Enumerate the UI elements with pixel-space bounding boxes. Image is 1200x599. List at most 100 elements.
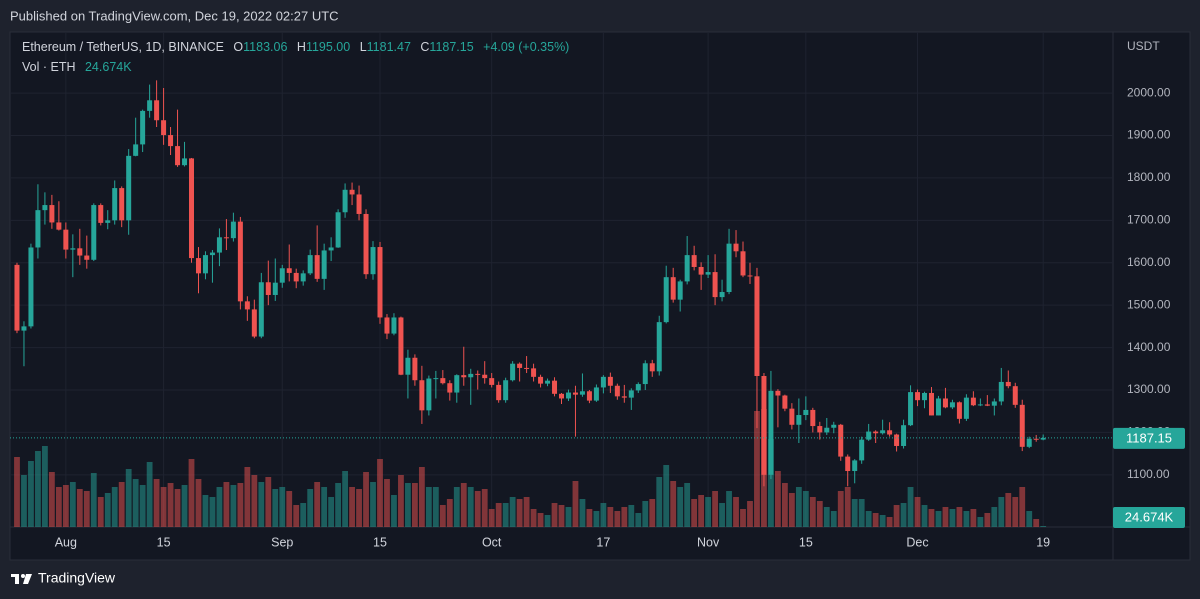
volume-bar [691, 499, 698, 527]
brand-logo [11, 574, 32, 584]
candle-body [684, 255, 690, 282]
y-tick-label: 1900.00 [1127, 128, 1171, 142]
volume-bar [907, 487, 914, 527]
candle-body [740, 251, 746, 276]
published-note: Published on TradingView.com, Dec 19, 20… [10, 8, 339, 23]
candle-body [887, 430, 893, 435]
candle-body [300, 273, 306, 282]
candle-body [824, 427, 830, 433]
candle-body [503, 380, 509, 401]
volume-bar [872, 513, 879, 527]
candle-body [838, 424, 844, 457]
candle-body [98, 205, 104, 223]
volume-bar [802, 491, 809, 527]
legend-key: H [297, 40, 306, 54]
candle-body [468, 373, 474, 378]
volume-bar [356, 489, 362, 527]
candle-body [559, 393, 564, 399]
volume-bar [1040, 526, 1047, 527]
volume-bar [62, 485, 69, 527]
volume-bar [495, 503, 502, 527]
candle-body [970, 397, 976, 406]
volume-bar [628, 505, 635, 527]
chart-panel [9, 31, 1191, 561]
volume-bar [111, 487, 118, 527]
volume-bar [523, 497, 530, 527]
candle-body [928, 392, 934, 416]
y-tick-label: 1100.00 [1127, 467, 1170, 481]
volume-bar [146, 462, 153, 527]
volume-bar [118, 482, 125, 527]
volume-bar [328, 497, 335, 527]
volume-bar [788, 493, 795, 527]
candle-body [901, 425, 907, 446]
volume-bar [823, 507, 830, 527]
candle-body [873, 431, 879, 434]
volume-bar [775, 471, 781, 527]
volume-bar [55, 487, 62, 527]
axes: 1100.001200.001300.001400.001500.001600.… [10, 85, 1185, 549]
candle-body [454, 375, 460, 393]
candle-body [670, 277, 676, 300]
candle-body [91, 205, 97, 260]
candle-body [859, 439, 865, 461]
volume-bar [48, 472, 55, 527]
candle-body [258, 282, 264, 337]
candle-body [817, 426, 823, 433]
candle-body [433, 378, 439, 380]
legend-value: 1183.06 [243, 40, 287, 54]
candle-body [279, 268, 285, 283]
candle-body [377, 247, 383, 318]
candle-body [768, 390, 774, 475]
candle-body [63, 229, 69, 250]
x-tick-label: 15 [799, 535, 813, 549]
volume-bar [586, 509, 593, 527]
candle-body [796, 415, 802, 425]
legend-key: O [233, 40, 243, 54]
volume-legend: Vol · ETH 24.674K [22, 60, 132, 74]
candle-body [949, 402, 955, 408]
x-tick-label: 19 [1036, 535, 1050, 549]
volume-bar [237, 483, 244, 527]
x-tick-label: 15 [157, 535, 171, 549]
volume-bar [28, 461, 34, 527]
legend-value: 1187.15 [429, 40, 473, 54]
candle-body [754, 276, 760, 376]
volume-bar [153, 479, 160, 527]
candle-body [922, 392, 928, 401]
volume-bar [844, 487, 851, 527]
volume-bar [816, 501, 823, 527]
volume-bar [740, 509, 746, 527]
volume-bar [467, 487, 474, 527]
volume-bar [991, 507, 998, 527]
candle-body [272, 282, 278, 295]
volume-bar [370, 482, 376, 527]
volume-bar [244, 467, 251, 527]
volume-bar [258, 482, 265, 527]
y-tick-label: 1400.00 [1127, 340, 1171, 354]
candle-body [593, 387, 599, 401]
candle-body [677, 281, 683, 300]
volume-bar [349, 487, 355, 527]
candle-body [251, 309, 257, 337]
volume-bar [719, 503, 725, 527]
volume-bar [174, 489, 181, 527]
volume-bar [125, 469, 132, 527]
candle-body [747, 275, 753, 277]
volume-bar [851, 499, 858, 527]
candle-body [482, 374, 488, 379]
volume-bar [286, 491, 293, 527]
volume-bar [642, 501, 649, 527]
volume-bar [391, 495, 397, 527]
volume-bar [132, 479, 139, 527]
volume-bar [516, 499, 523, 527]
candle-body [195, 258, 201, 274]
candle-body [209, 252, 215, 256]
legend-value: 1195.00 [306, 40, 350, 54]
candle-body [691, 255, 697, 267]
candle-body [831, 424, 837, 428]
volume-bar [453, 487, 460, 527]
candle-body [293, 272, 299, 282]
candle-body [161, 120, 167, 136]
volume-bar [928, 509, 935, 527]
